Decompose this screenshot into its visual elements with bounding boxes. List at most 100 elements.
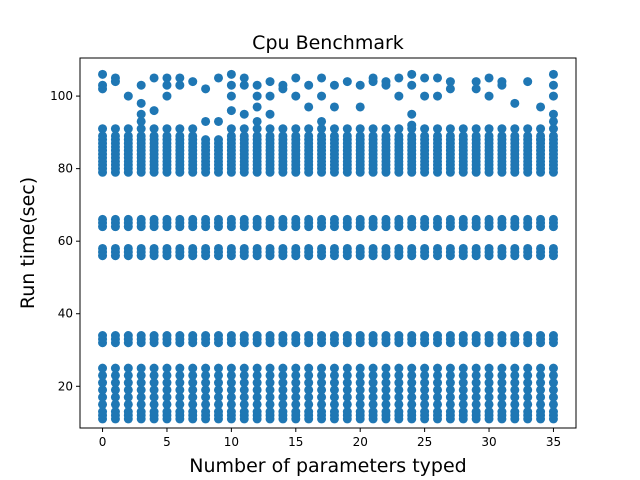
data-point — [123, 399, 133, 409]
data-point — [162, 399, 172, 409]
data-point — [304, 331, 314, 340]
data-point — [149, 124, 159, 134]
data-point — [317, 370, 327, 380]
data-point — [149, 106, 159, 116]
data-point — [110, 124, 120, 134]
data-point — [149, 378, 159, 388]
x-axis-ticks: 0 5 10 15 20 25 30 35 — [99, 428, 561, 449]
data-point — [201, 399, 211, 409]
data-point — [471, 407, 481, 417]
data-point — [342, 243, 352, 253]
data-point — [433, 385, 443, 395]
data-point — [497, 124, 507, 134]
data-point — [536, 214, 546, 224]
data-point — [433, 243, 443, 253]
data-point — [162, 370, 172, 380]
data-point — [548, 214, 558, 224]
data-point — [162, 378, 172, 388]
data-point — [213, 363, 223, 373]
data-point — [471, 370, 481, 380]
data-point — [239, 407, 249, 417]
data-point — [329, 214, 339, 224]
data-point — [484, 243, 494, 253]
data-point — [317, 243, 327, 253]
data-point — [239, 331, 249, 340]
data-point — [510, 331, 520, 340]
data-point — [420, 73, 430, 83]
data-point — [239, 363, 249, 373]
data-point — [265, 243, 275, 253]
data-point — [226, 363, 236, 373]
data-point — [304, 378, 314, 388]
data-point — [433, 363, 443, 373]
x-tick-label: 5 — [163, 435, 171, 449]
data-point — [329, 407, 339, 417]
data-point — [368, 378, 378, 388]
data-point — [291, 73, 301, 83]
data-point — [523, 124, 533, 134]
data-point — [252, 80, 262, 90]
data-point — [355, 363, 365, 373]
data-point — [420, 131, 430, 141]
data-point — [510, 124, 520, 134]
data-point — [458, 331, 468, 340]
data-point — [317, 331, 327, 340]
data-point — [355, 378, 365, 388]
data-point — [317, 214, 327, 224]
data-point — [213, 385, 223, 395]
data-point — [239, 109, 249, 119]
data-point — [471, 124, 481, 134]
data-point — [278, 370, 288, 380]
data-point — [213, 73, 223, 83]
data-point — [317, 91, 327, 101]
data-point — [278, 214, 288, 224]
data-point — [123, 392, 133, 402]
data-point — [368, 73, 378, 83]
data-point — [136, 378, 146, 388]
data-point — [317, 363, 327, 373]
data-point — [98, 131, 108, 141]
data-point — [523, 399, 533, 409]
data-point — [407, 407, 417, 417]
data-point — [368, 131, 378, 141]
data-point — [484, 370, 494, 380]
data-point — [149, 407, 159, 417]
data-point — [213, 135, 223, 145]
data-point — [123, 370, 133, 380]
data-point — [497, 80, 507, 90]
data-point — [368, 214, 378, 224]
data-point — [149, 214, 159, 224]
data-point — [407, 243, 417, 253]
data-point — [394, 91, 404, 101]
data-point — [484, 73, 494, 83]
data-point — [162, 243, 172, 253]
data-point — [445, 399, 455, 409]
data-point — [445, 331, 455, 340]
data-point — [162, 407, 172, 417]
data-point — [536, 331, 546, 340]
data-point — [510, 385, 520, 395]
data-point — [265, 91, 275, 101]
data-point — [110, 363, 120, 373]
data-point — [226, 399, 236, 409]
data-point — [471, 399, 481, 409]
data-point — [458, 385, 468, 395]
data-point — [149, 385, 159, 395]
data-point — [407, 109, 417, 119]
data-point — [329, 370, 339, 380]
data-point — [304, 385, 314, 395]
x-tick-label: 35 — [546, 435, 561, 449]
data-point — [445, 243, 455, 253]
data-point — [149, 243, 159, 253]
data-point — [252, 124, 262, 134]
data-point — [484, 124, 494, 134]
data-point — [175, 131, 185, 141]
data-point — [368, 243, 378, 253]
data-point — [510, 214, 520, 224]
data-point — [381, 214, 391, 224]
data-point — [497, 407, 507, 417]
data-point — [342, 363, 352, 373]
data-point — [458, 399, 468, 409]
data-point — [291, 392, 301, 402]
data-point — [445, 84, 455, 94]
